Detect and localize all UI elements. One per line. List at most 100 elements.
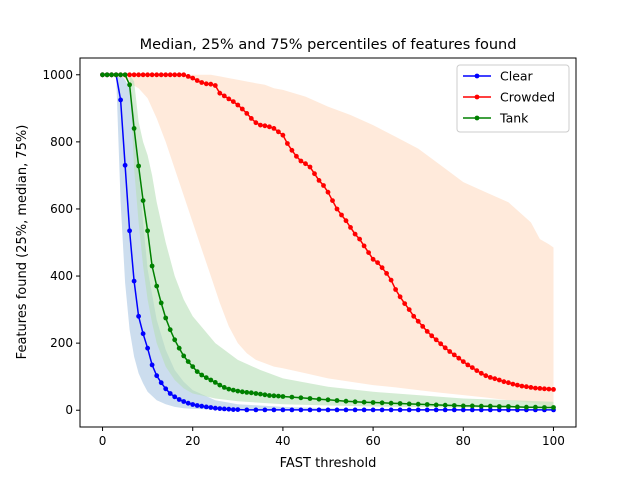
point-clear	[424, 407, 430, 413]
point-clear	[149, 362, 155, 368]
point-clear	[235, 407, 241, 412]
legend-item-tank: Tank	[463, 111, 529, 126]
point-clear	[307, 407, 313, 413]
legend-marker-tank	[474, 115, 480, 121]
point-tank	[239, 389, 245, 395]
point-clear	[460, 407, 466, 413]
point-clear	[379, 407, 385, 413]
point-tank	[230, 387, 236, 393]
point-tank	[370, 400, 376, 405]
point-crowded	[334, 206, 340, 212]
point-tank	[496, 404, 502, 409]
point-crowded	[348, 225, 353, 230]
point-tank	[397, 401, 403, 406]
point-crowded	[158, 72, 164, 78]
point-tank	[388, 400, 394, 406]
y-tick-label: 0	[65, 403, 73, 417]
point-crowded	[217, 90, 223, 96]
point-clear	[388, 407, 394, 413]
confidence-bands	[102, 74, 554, 411]
point-clear	[298, 407, 304, 413]
x-tick-label: 80	[456, 434, 471, 448]
point-crowded	[307, 164, 313, 170]
point-crowded	[429, 333, 435, 339]
point-tank	[361, 399, 367, 405]
point-crowded	[515, 382, 520, 388]
point-crowded	[393, 287, 398, 292]
point-tank	[276, 393, 281, 399]
series-clear	[100, 72, 556, 413]
point-clear	[442, 407, 448, 413]
point-clear	[271, 407, 277, 413]
point-tank	[343, 398, 349, 404]
point-clear	[154, 373, 160, 379]
point-tank	[190, 364, 196, 369]
point-crowded	[208, 81, 214, 87]
point-tank	[145, 228, 151, 234]
point-tank	[185, 359, 191, 364]
point-crowded	[357, 236, 362, 242]
point-crowded	[140, 72, 146, 78]
point-tank	[212, 380, 218, 385]
legend-item-clear: Clear	[463, 69, 534, 84]
point-clear	[176, 397, 182, 402]
point-clear	[262, 407, 268, 413]
point-crowded	[451, 352, 457, 358]
legend-label-clear: Clear	[500, 69, 534, 84]
point-tank	[506, 404, 511, 409]
point-tank	[551, 405, 556, 410]
point-tank	[163, 315, 169, 321]
point-crowded	[258, 122, 263, 128]
point-crowded	[239, 106, 245, 112]
point-clear	[122, 162, 128, 168]
point-crowded	[379, 265, 385, 271]
point-crowded	[420, 324, 426, 329]
point-crowded	[375, 260, 380, 265]
point-tank	[100, 72, 105, 78]
point-crowded	[506, 380, 511, 386]
point-clear	[397, 407, 403, 413]
point-clear	[316, 407, 322, 413]
point-tank	[208, 377, 214, 383]
point-clear	[194, 403, 200, 408]
point-clear	[217, 406, 223, 411]
point-tank	[217, 382, 223, 388]
point-crowded	[433, 337, 439, 343]
point-crowded	[172, 72, 178, 78]
point-crowded	[352, 231, 358, 237]
point-crowded	[330, 198, 335, 204]
point-crowded	[528, 385, 534, 390]
series-tank	[100, 72, 556, 410]
y-axis-label: Features found (25%, median, 75%)	[15, 125, 30, 360]
point-crowded	[136, 72, 142, 78]
point-tank	[271, 393, 277, 399]
point-tank	[203, 375, 209, 381]
point-tank	[235, 388, 241, 394]
point-crowded	[501, 379, 507, 385]
point-tank	[258, 391, 263, 397]
point-crowded	[312, 171, 317, 177]
point-crowded	[492, 376, 498, 382]
point-crowded	[303, 161, 308, 167]
x-axis: 0 20 40 60 80 100	[99, 427, 565, 448]
point-clear	[289, 407, 295, 413]
point-crowded	[244, 111, 250, 116]
point-clear	[496, 407, 502, 413]
point-clear	[185, 400, 191, 406]
y-tick-label: 600	[50, 202, 73, 216]
point-clear	[343, 407, 349, 413]
point-crowded	[276, 129, 281, 135]
point-crowded	[230, 99, 236, 104]
point-tank	[176, 345, 182, 351]
point-crowded	[447, 349, 453, 354]
point-crowded	[248, 116, 254, 121]
point-crowded	[185, 74, 191, 79]
point-crowded	[285, 141, 290, 146]
point-tank	[334, 398, 340, 403]
point-crowded	[145, 72, 151, 78]
point-clear	[163, 386, 169, 392]
y-tick-label: 200	[50, 336, 73, 350]
legend-label-crowded: Crowded	[500, 90, 555, 105]
point-tank	[298, 395, 304, 401]
point-tank	[136, 163, 142, 169]
